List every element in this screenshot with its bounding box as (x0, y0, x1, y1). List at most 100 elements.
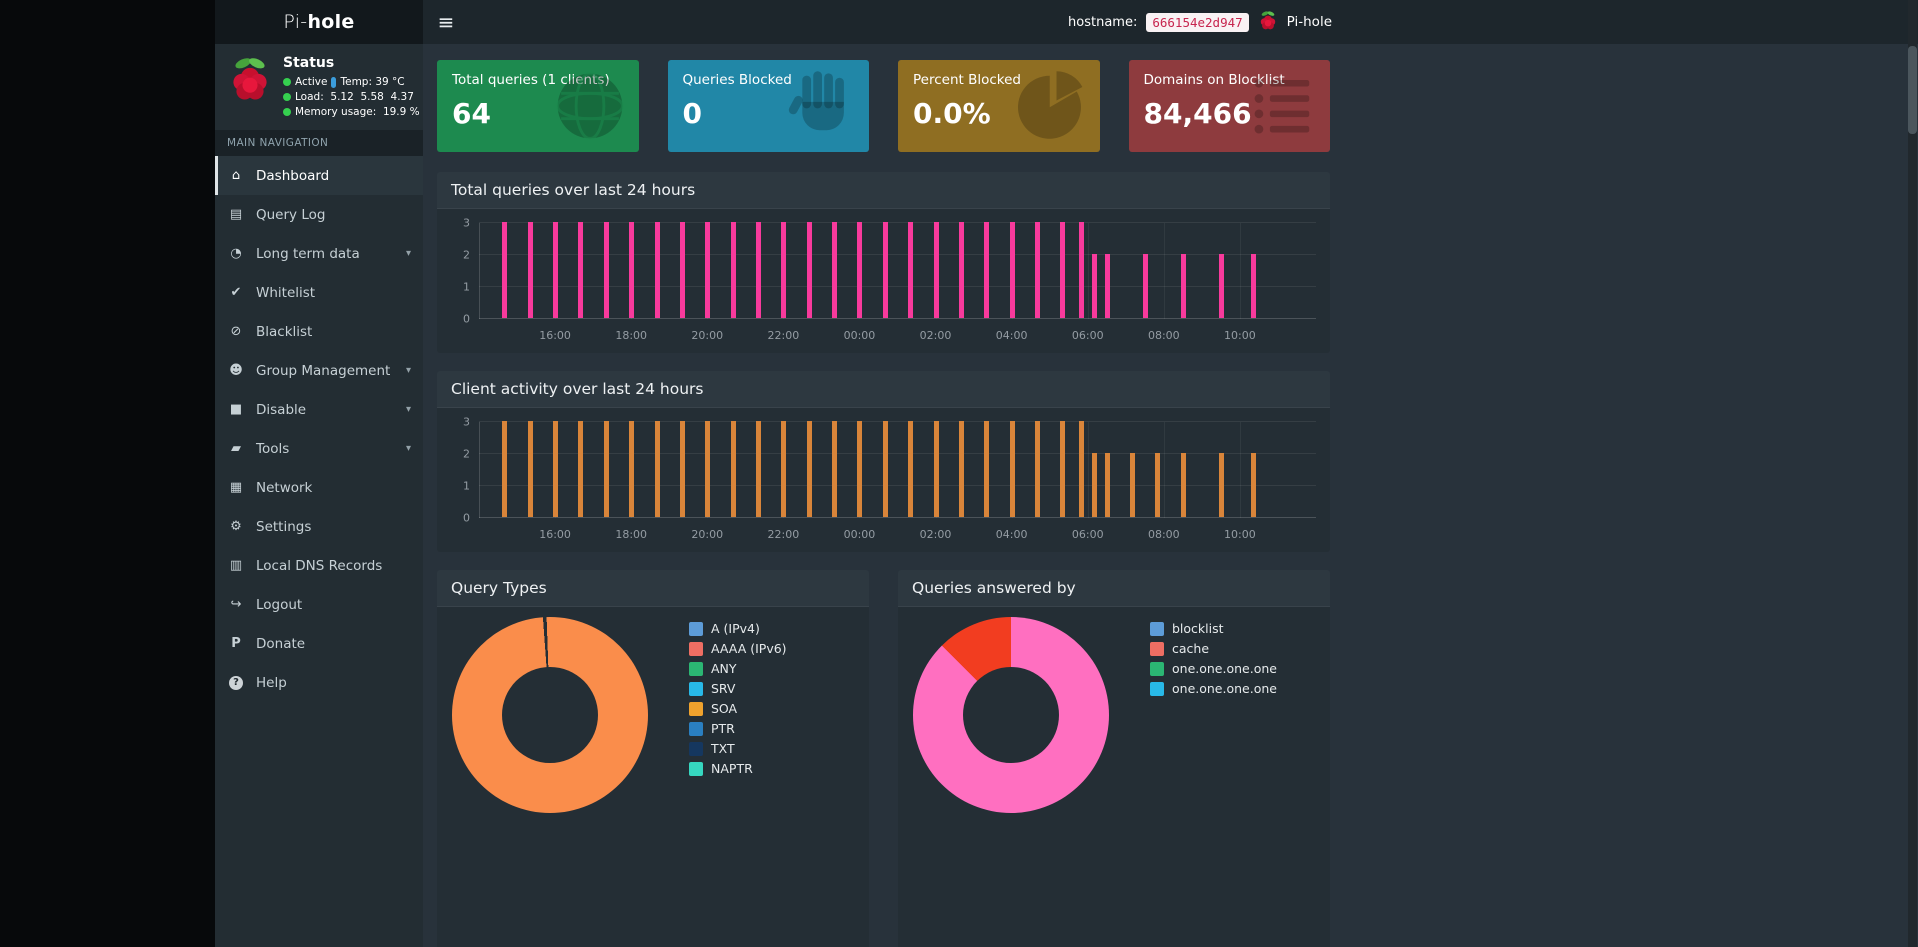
client-activity-panel-title: Client activity over last 24 hours (437, 371, 1330, 408)
thermometer-icon (331, 76, 337, 88)
bar (832, 222, 838, 318)
bar (578, 421, 584, 517)
bar (755, 222, 761, 318)
x-axis-label: 20:00 (691, 329, 724, 342)
x-axis-label: 10:00 (1224, 329, 1256, 342)
answered-by-donut[interactable] (913, 617, 1109, 813)
bar (1092, 254, 1098, 318)
query-types-donut[interactable] (452, 617, 648, 813)
legend-item-cache[interactable]: cache (1150, 641, 1277, 656)
sidebar-item-network[interactable]: ▦ Network (215, 468, 423, 507)
legend-item-one-one-one-one[interactable]: one.one.one.one (1150, 681, 1277, 696)
x-axis-label: 16:00 (539, 329, 571, 342)
logo-text-bold: hole (307, 11, 355, 33)
legend-item-naptr[interactable]: NAPTR (689, 761, 787, 776)
card-title: Domains on Blocklist (1143, 72, 1285, 88)
legend-swatch (689, 681, 703, 696)
logout-icon: ↪ (230, 597, 242, 612)
bar (629, 421, 635, 517)
gridline (479, 517, 1316, 518)
menu-toggle-icon[interactable]: ≡ (437, 10, 455, 34)
sidebar-item-dashboard[interactable]: ⌂ Dashboard (215, 156, 423, 195)
sidebar-item-group-management[interactable]: ☻ Group Management ▾ (215, 351, 423, 390)
bar (705, 222, 711, 318)
bar (502, 222, 508, 318)
sidebar-item-logout[interactable]: ↪ Logout (215, 585, 423, 624)
bar (679, 421, 685, 517)
bar (553, 421, 559, 517)
legend-item-a-ipv4[interactable]: A (IPv4) (689, 621, 787, 636)
sidebar-item-whitelist[interactable]: ✔ Whitelist (215, 273, 423, 312)
hand-icon (787, 69, 857, 143)
legend-item-srv[interactable]: SRV (689, 681, 787, 696)
sidebar-item-donate[interactable]: P Donate (215, 624, 423, 663)
y-axis-label: 1 (463, 280, 470, 294)
sidebar-item-tools[interactable]: ▰ Tools ▾ (215, 429, 423, 468)
question-icon: ? (229, 675, 243, 690)
legend-item-ptr[interactable]: PTR (689, 721, 787, 736)
bar (578, 222, 584, 318)
legend-item-soa[interactable]: SOA (689, 701, 787, 716)
bar (1034, 421, 1040, 517)
legend-label: AAAA (IPv6) (711, 641, 787, 656)
sidebar-item-blacklist[interactable]: ⊘ Blacklist (215, 312, 423, 351)
app-logo[interactable]: Pi-hole (215, 0, 423, 44)
users-icon: ☻ (229, 363, 243, 378)
y-axis-label: 1 (463, 479, 470, 493)
legend-swatch (1150, 641, 1164, 656)
bar (781, 421, 787, 517)
legend-swatch (1150, 621, 1164, 636)
bar (1250, 453, 1256, 517)
bar (958, 421, 964, 517)
status-title: Status (283, 55, 335, 71)
y-axis-label: 3 (463, 216, 470, 230)
bar (857, 222, 863, 318)
pie-chart-icon (1016, 69, 1088, 145)
sidebar-item-settings[interactable]: ⚙ Settings (215, 507, 423, 546)
legend-item-one-one-one-one[interactable]: one.one.one.one (1150, 661, 1277, 676)
sidebar-item-help[interactable]: ? Help (215, 663, 423, 702)
chevron-down-icon: ▾ (405, 443, 411, 454)
legend-item-aaaa-ipv6[interactable]: AAAA (IPv6) (689, 641, 787, 656)
client-activity-chart[interactable]: 0 1 2 3 16:00 18:00 20:00 22:00 00:00 02:00 04:00 0… (463, 417, 1316, 541)
legend-item-any[interactable]: ANY (689, 661, 787, 676)
card-value: 0.0% (913, 97, 991, 130)
status-dot-icon (283, 78, 291, 86)
legend-swatch (1150, 661, 1164, 676)
bar (832, 421, 838, 517)
legend-item-blocklist[interactable]: blocklist (1150, 621, 1277, 636)
bar (502, 421, 508, 517)
legend-swatch (689, 721, 703, 736)
sidebar-item-label: Settings (256, 518, 312, 535)
legend-swatch (689, 741, 703, 756)
sidebar-item-label: Help (256, 674, 287, 691)
home-icon: ⌂ (231, 168, 241, 183)
legend-item-txt[interactable]: TXT (689, 741, 787, 756)
bar (1218, 254, 1224, 318)
top-navbar: ≡ hostname: 666154e2d947 Pi-hole (423, 0, 1918, 44)
total-queries-chart[interactable]: 0 1 2 3 16:00 18:00 20:00 22:00 00:00 02:00 04:00 0… (463, 218, 1316, 342)
sidebar-item-local-dns-records[interactable]: ▥ Local DNS Records (215, 546, 423, 585)
gridline (1087, 422, 1089, 518)
bar (1079, 421, 1085, 517)
sidebar-item-query-log[interactable]: ▤ Query Log (215, 195, 423, 234)
status-box: Status Active Temp: 39 °C Load: 5.12 5.5… (215, 44, 423, 130)
total-queries-panel-title: Total queries over last 24 hours (437, 172, 1330, 209)
card-value: 0 (682, 97, 702, 130)
legend-swatch (689, 761, 703, 776)
sidebar-item-disable[interactable]: ■ Disable ▾ (215, 390, 423, 429)
x-axis-label: 16:00 (539, 528, 571, 541)
bar (755, 421, 761, 517)
gridline (1239, 223, 1241, 319)
status-temp: Temp: 39 °C (340, 76, 405, 88)
x-axis-label: 06:00 (1071, 329, 1104, 342)
legend-swatch (689, 641, 703, 656)
scrollbar-thumb[interactable] (1908, 46, 1917, 134)
scrollbar[interactable] (1908, 0, 1917, 947)
list-icon (1248, 69, 1318, 143)
sidebar-item-label: Group Management (256, 362, 391, 379)
gridline (479, 254, 1316, 255)
sidebar-item-long-term-data[interactable]: ◔ Long term data ▾ (215, 234, 423, 273)
card-title: Queries Blocked (682, 72, 792, 88)
sidebar-item-label: Local DNS Records (256, 557, 383, 574)
